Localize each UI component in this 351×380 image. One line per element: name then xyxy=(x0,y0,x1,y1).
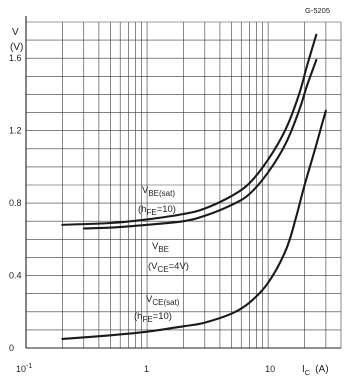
axes xyxy=(25,16,341,349)
y-axis-label: V xyxy=(12,27,19,38)
y-axis-unit: (V) xyxy=(10,42,23,53)
y-tick-label: 1.6 xyxy=(9,53,22,63)
series-vce-sat-line xyxy=(61,109,327,340)
annotation-vbe-sat-condition: (hFE=10) xyxy=(138,204,176,217)
labels: G-5205 V (V) IC (A) 0 0.4 0.8 1.2 1.6 10-1 1 10 V… xyxy=(9,6,330,377)
figure-reference: G-5205 xyxy=(305,6,330,15)
y-tick-label: 0 xyxy=(9,343,14,353)
series-vbe-sat-line xyxy=(61,33,318,226)
series-vbe-line xyxy=(82,58,318,230)
x-axis-label: IC (A) xyxy=(302,364,329,377)
annotation-vbe-sat: VBE(sat) xyxy=(142,185,175,198)
x-tick-label: 10 xyxy=(265,364,275,374)
grid xyxy=(25,21,342,349)
x-tick-label: 1 xyxy=(144,364,149,374)
annotation-vce-sat: VCE(sat) xyxy=(146,294,180,307)
x-axis-label-subscript: C xyxy=(305,368,311,377)
y-tick-label: 0.4 xyxy=(9,271,22,281)
annotation-vbe: VBE xyxy=(152,241,169,254)
y-tick-label: 0.8 xyxy=(9,198,22,208)
x-axis-label-name: I xyxy=(302,364,305,375)
x-tick-label: 10-1 xyxy=(16,363,32,374)
x-axis-label-unit: (A) xyxy=(315,364,328,375)
annotation-vbe-condition: (VCE=4V) xyxy=(148,261,189,274)
curves xyxy=(61,33,327,340)
y-tick-label: 1.2 xyxy=(9,126,22,136)
annotation-vce-sat-condition: (hFE=10) xyxy=(134,311,172,324)
